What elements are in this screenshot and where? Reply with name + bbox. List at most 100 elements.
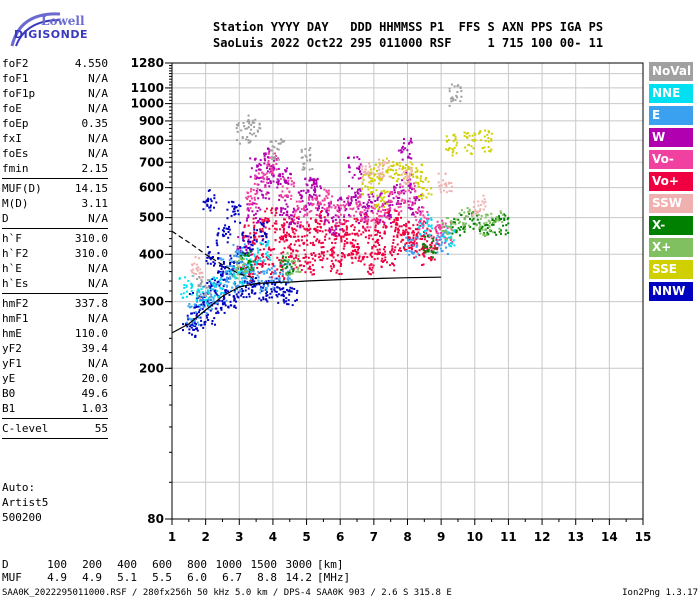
echo-point: [407, 233, 410, 236]
echo-point: [290, 255, 293, 258]
echo-point: [445, 217, 448, 219]
param-row-16: hmF1 N/A: [2, 311, 108, 326]
echo-point: [262, 270, 265, 273]
echo-point: [266, 294, 269, 297]
echo-point: [402, 189, 405, 192]
echo-point: [476, 214, 479, 217]
echo-point: [370, 263, 373, 266]
echo-point: [253, 226, 255, 229]
echo-point: [377, 241, 380, 244]
echo-point: [248, 122, 251, 125]
echo-point: [377, 238, 380, 241]
echo-point: [407, 236, 410, 239]
echo-point: [352, 253, 355, 256]
echo-point: [379, 179, 382, 182]
echo-point: [248, 252, 251, 255]
echo-point: [209, 198, 212, 201]
echo-point: [201, 280, 204, 283]
echo-point: [208, 295, 211, 298]
echo-point: [357, 177, 360, 180]
echo-point: [396, 219, 399, 222]
echo-point: [303, 249, 306, 252]
param-value: N/A: [88, 312, 108, 325]
echo-point: [362, 174, 365, 177]
echo-point: [395, 217, 398, 219]
echo-point: [226, 276, 228, 279]
echo-point: [393, 264, 396, 267]
echo-point: [279, 142, 282, 145]
echo-point: [403, 199, 406, 202]
echo-point: [358, 257, 361, 260]
legend-item-xminus: X-: [649, 216, 693, 235]
echo-point: [400, 191, 403, 194]
echo-point: [217, 280, 220, 283]
echo-point: [504, 214, 507, 217]
echo-point: [285, 297, 288, 300]
echo-point: [309, 261, 312, 264]
echo-point: [242, 258, 245, 261]
echo-point: [279, 228, 281, 231]
echo-point: [268, 150, 271, 153]
echo-point: [412, 234, 415, 237]
echo-point: [297, 266, 300, 269]
echo-point: [244, 276, 247, 279]
echo-point: [463, 134, 466, 137]
echo-point: [405, 164, 407, 166]
echo-point: [210, 308, 213, 311]
echo-point: [447, 217, 449, 220]
echo-point: [247, 247, 250, 249]
echo-point: [484, 205, 487, 208]
echo-point: [213, 262, 216, 265]
param-name: B1: [2, 402, 16, 415]
echo-point: [341, 223, 344, 226]
echo-point: [250, 291, 253, 294]
echo-point: [256, 229, 259, 232]
echo-point: [323, 203, 326, 206]
echo-point: [407, 200, 410, 203]
echo-point: [345, 203, 348, 206]
echo-point: [416, 235, 419, 238]
echo-point: [392, 177, 395, 180]
echo-point: [405, 169, 408, 172]
echo-point: [398, 196, 401, 199]
echo-point: [421, 192, 424, 195]
echo-point: [251, 244, 254, 247]
echo-point: [339, 222, 342, 225]
muf-distance: 200: [82, 558, 102, 571]
echo-point: [247, 255, 250, 257]
echo-point: [288, 223, 291, 226]
echo-point: [320, 214, 322, 217]
echo-point: [379, 210, 382, 213]
echo-point: [404, 190, 407, 193]
echo-point: [500, 229, 502, 232]
echo-point: [374, 200, 377, 202]
echo-point: [419, 222, 422, 225]
echo-point: [268, 156, 271, 159]
echo-point: [197, 323, 200, 326]
echo-point: [407, 221, 410, 224]
echo-point: [326, 197, 329, 199]
echo-point: [205, 299, 208, 302]
echo-point: [245, 219, 248, 222]
echo-point: [335, 271, 338, 274]
echo-point: [321, 230, 324, 233]
echo-point: [223, 283, 226, 286]
echo-point: [270, 280, 272, 283]
echo-point: [314, 182, 317, 185]
echo-point: [407, 181, 410, 184]
echo-point: [391, 204, 394, 206]
param-row-22: B1 1.03: [2, 401, 108, 416]
echo-point: [378, 173, 381, 176]
echo-point: [428, 229, 431, 232]
echo-point: [209, 262, 212, 265]
echo-point: [237, 296, 240, 299]
echo-point: [253, 234, 256, 237]
echo-point: [371, 209, 373, 212]
echo-point: [278, 280, 281, 283]
echo-point: [385, 216, 388, 219]
echo-point: [264, 153, 267, 156]
echo-point: [358, 229, 361, 232]
echo-point: [366, 220, 369, 223]
legend-item-nne: NNE: [649, 84, 693, 103]
echo-point: [371, 266, 374, 269]
